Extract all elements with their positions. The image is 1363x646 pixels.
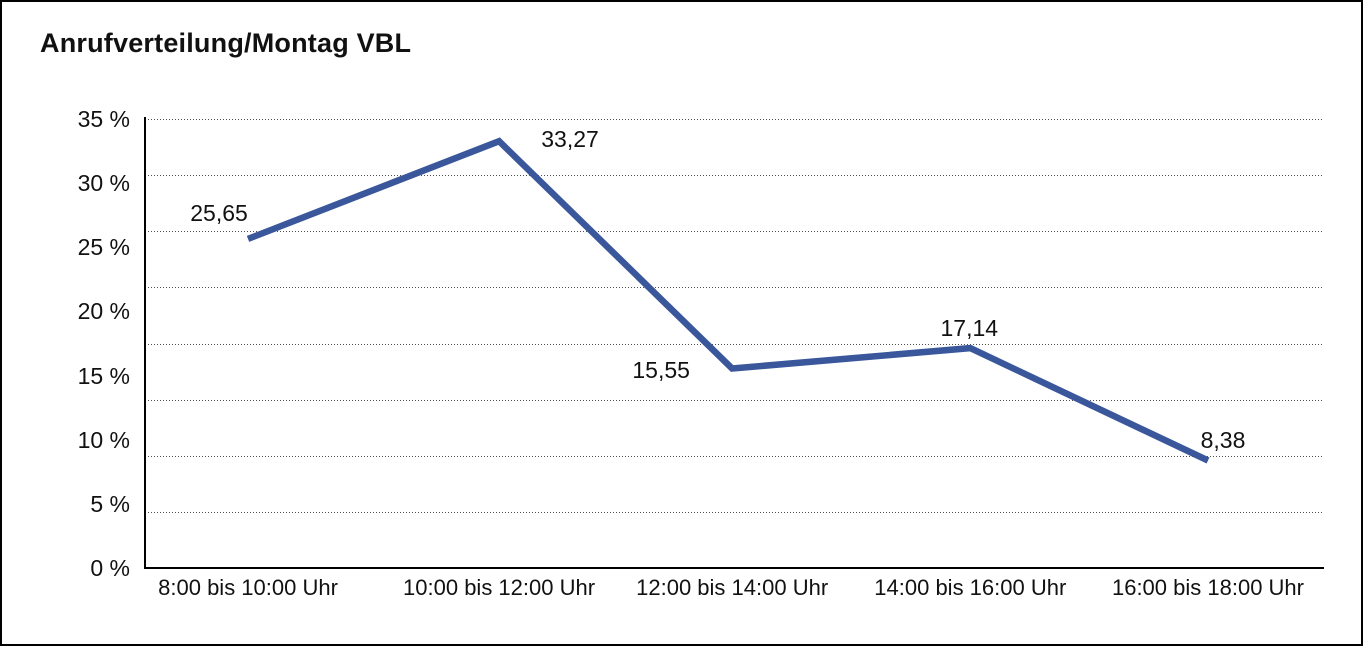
y-tick-label: 0 % xyxy=(90,555,130,581)
point-value-label: 25,65 xyxy=(190,199,248,226)
gridline xyxy=(145,175,1324,177)
y-tick-label: 15 % xyxy=(77,362,130,389)
gridline xyxy=(145,343,1324,345)
x-category-label: 14:00 bis 16:00 Uhr xyxy=(874,575,1067,600)
gridline xyxy=(145,287,1324,289)
point-value-label: 33,27 xyxy=(541,126,599,153)
series-polyline xyxy=(246,137,1210,464)
gridline xyxy=(145,511,1324,513)
chart-title: Anrufverteilung/Montag VBL xyxy=(40,28,412,58)
x-category-label: 10:00 bis 12:00 Uhr xyxy=(403,575,596,600)
y-tick-label: 35 % xyxy=(77,106,130,132)
point-value-label: 8,38 xyxy=(1200,427,1246,454)
x-category-label: 16:00 bis 18:00 Uhr xyxy=(1111,575,1304,600)
y-tick-label: 10 % xyxy=(77,426,130,453)
y-tick-label: 20 % xyxy=(77,298,130,325)
gridline xyxy=(145,399,1324,401)
gridline xyxy=(145,455,1324,457)
y-tick-label: 25 % xyxy=(77,234,130,261)
point-value-label: 15,55 xyxy=(632,356,690,383)
y-tick-label: 5 % xyxy=(90,490,130,517)
y-axis-line xyxy=(144,117,146,568)
gridline xyxy=(145,119,1324,120)
x-category-label: 8:00 bis 10:00 Uhr xyxy=(158,575,338,600)
x-category-label: 12:00 bis 14:00 Uhr xyxy=(636,575,829,600)
x-axis-line xyxy=(144,567,1324,569)
gridline xyxy=(145,231,1324,233)
point-value-label: 17,14 xyxy=(940,315,999,342)
y-tick-label: 30 % xyxy=(77,170,130,197)
plot-area: 25,65 33,27 15,55 17,14 8,38 xyxy=(144,117,1324,569)
line-series xyxy=(246,137,1210,464)
